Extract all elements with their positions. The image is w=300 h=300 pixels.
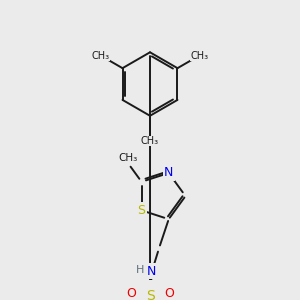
Text: N: N [147,265,157,278]
Text: H: H [136,265,144,275]
Text: CH₃: CH₃ [190,51,208,61]
Text: CH₃: CH₃ [141,136,159,146]
Text: N: N [164,167,173,179]
Text: CH₃: CH₃ [119,153,138,163]
Text: O: O [126,287,136,300]
Text: O: O [164,287,174,300]
Text: S: S [146,289,154,300]
Text: S: S [138,204,146,217]
Text: CH₃: CH₃ [92,51,110,61]
